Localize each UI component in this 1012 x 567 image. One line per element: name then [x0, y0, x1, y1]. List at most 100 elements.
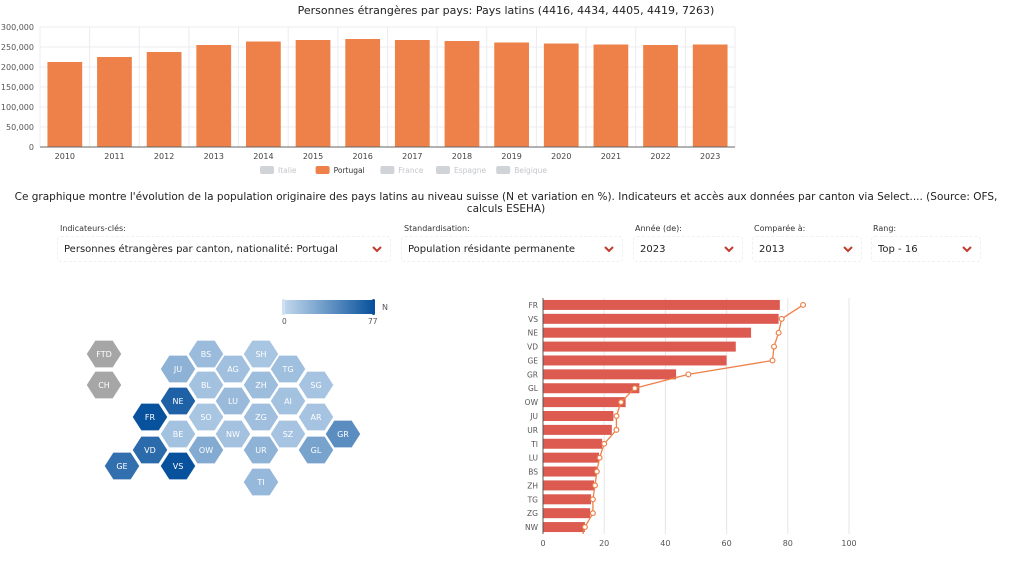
canton-hex-gl[interactable]: GL: [297, 435, 335, 465]
hex-shape: [159, 354, 197, 384]
line-marker-VS: [778, 315, 785, 322]
standardisation-value: Population résidante permanente: [408, 243, 576, 255]
legend-label: France: [398, 166, 423, 175]
canton-hex-sz[interactable]: SZ: [269, 419, 307, 449]
x-tick-label: 2015: [303, 152, 323, 161]
line-marker-NW: [581, 524, 588, 531]
legend-item-france[interactable]: France: [380, 166, 424, 175]
hex-label: CH: [98, 381, 110, 390]
bar-ZH: [543, 480, 595, 491]
hex-label: BE: [173, 430, 184, 439]
canton-hex-ur[interactable]: UR: [242, 435, 280, 465]
canton-hex-ai[interactable]: AI: [269, 386, 307, 416]
hex-label: AI: [284, 397, 292, 406]
legend-label: Portugal: [334, 166, 365, 175]
year-from-label: Année (de):: [635, 224, 682, 233]
top-chart-title: Personnes étrangères par pays: Pays lati…: [297, 4, 715, 17]
canton-hex-ar[interactable]: AR: [297, 402, 335, 432]
bar-2020: [543, 43, 579, 147]
hex-label: FR: [145, 413, 156, 422]
canton-hex-be[interactable]: BE: [159, 419, 197, 449]
canton-hex-sg[interactable]: SG: [297, 370, 335, 400]
canton-hex-nw[interactable]: NW: [214, 419, 252, 449]
line-marker-ZH: [592, 482, 599, 489]
y-tick-label: 300,000: [1, 23, 34, 32]
bar-2019: [494, 42, 529, 147]
line-marker-GL: [631, 385, 638, 392]
canton-hex-ju[interactable]: JU: [159, 354, 197, 384]
canton-hex-ow[interactable]: OW: [187, 435, 225, 465]
canton-hex-tg[interactable]: TG: [269, 354, 307, 384]
canton-hex-gr[interactable]: GR: [324, 419, 362, 449]
canton-hex-fr[interactable]: FR: [131, 402, 169, 432]
y-tick-label: BS: [528, 468, 538, 477]
x-tick-label: 2011: [104, 152, 124, 161]
hex-shape: [187, 402, 225, 432]
y-tick-label: VD: [527, 343, 538, 352]
standardisation-select[interactable]: Population résidante permanente: [401, 236, 623, 262]
canton-hex-ge[interactable]: GE: [103, 451, 141, 481]
legend-item-italie[interactable]: Italie: [260, 166, 297, 175]
canton-hex-ftd[interactable]: FTD: [85, 339, 123, 369]
x-tick-label: 2020: [551, 152, 571, 161]
bar-VD: [543, 341, 736, 352]
color-scale-title: N: [382, 303, 388, 312]
indicator-select[interactable]: Personnes étrangères par canton, nationa…: [57, 236, 391, 262]
y-tick-label: ZH: [527, 481, 538, 490]
line-marker-TI: [601, 440, 608, 447]
hex-shape: [269, 354, 307, 384]
legend-swatch: [380, 166, 395, 174]
bar-2010: [47, 62, 83, 147]
hex-shape: [214, 354, 252, 384]
rank-select[interactable]: Top - 16: [871, 236, 981, 262]
hex-shape: [131, 435, 169, 465]
canton-hex-lu[interactable]: LU: [214, 386, 252, 416]
year-from-select[interactable]: 2023: [633, 236, 743, 262]
canton-hex-vs[interactable]: VS: [159, 451, 197, 481]
hex-label: AG: [227, 365, 239, 374]
hex-shape: [103, 451, 141, 481]
y-tick-label: NE: [528, 329, 539, 338]
chevron-down-icon: [962, 246, 972, 253]
legend-item-belgique[interactable]: Belgique: [496, 166, 547, 175]
chevron-down-icon: [604, 246, 614, 253]
canton-hex-vd[interactable]: VD: [131, 435, 169, 465]
canton-hex-ch[interactable]: CH: [85, 370, 123, 400]
legend-item-espagne[interactable]: Espagne: [436, 166, 487, 175]
canton-hex-ne[interactable]: NE: [159, 386, 197, 416]
yearly-bar-chart: 0 50,000 100,000 150,000 200,000 250,000 300,0…: [1, 23, 736, 175]
canton-hex-zh[interactable]: ZH: [242, 370, 280, 400]
legend-item-portugal[interactable]: Portugal: [315, 166, 365, 175]
hex-label: SH: [255, 350, 266, 359]
canton-hex-zg[interactable]: ZG: [242, 402, 280, 432]
line-marker-UR: [613, 426, 620, 433]
compare-to-select[interactable]: 2013: [752, 236, 862, 262]
hex-label: AR: [310, 413, 321, 422]
line-marker-TG: [589, 496, 596, 503]
line-marker-VD: [771, 343, 778, 350]
x-tick-label: 2017: [402, 152, 422, 161]
y-tick-label: 0: [29, 143, 34, 152]
x-tick-label: 2021: [601, 152, 621, 161]
canton-hex-so[interactable]: SO: [187, 402, 225, 432]
hex-shape: [214, 386, 252, 416]
x-tick-label: 100: [841, 539, 856, 548]
bar-GE: [543, 355, 727, 366]
hex-shape: [159, 386, 197, 416]
hex-label: BS: [201, 350, 211, 359]
canton-hex-ag[interactable]: AG: [214, 354, 252, 384]
canton-hex-bl[interactable]: BL: [187, 370, 225, 400]
bar-2011: [97, 57, 132, 147]
hex-shape: [297, 370, 335, 400]
bar-2013: [196, 45, 232, 147]
legend-swatch: [436, 166, 450, 174]
line-marker-JU: [613, 412, 620, 419]
hex-label: ZG: [255, 413, 267, 422]
hex-shape: [269, 386, 307, 416]
color-scale-handle-max: [372, 299, 375, 315]
hex-shape: [85, 339, 123, 369]
y-tick-label: TG: [527, 495, 539, 504]
canton-hex-ti[interactable]: TI: [242, 467, 280, 497]
hex-label: TG: [281, 365, 293, 374]
line-marker-GR: [685, 371, 692, 378]
